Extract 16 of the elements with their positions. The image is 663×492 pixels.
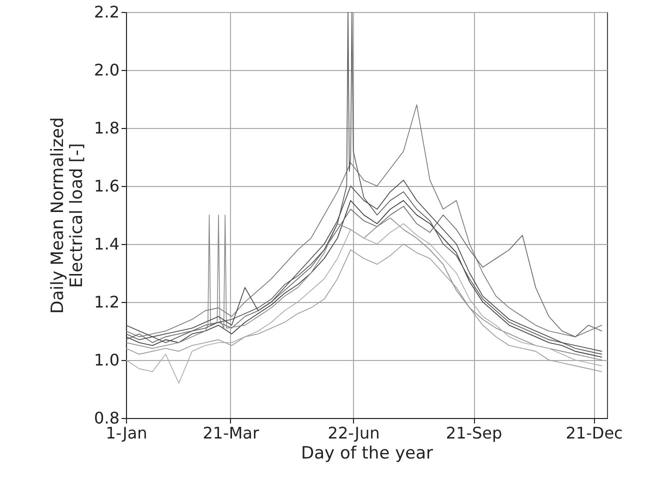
y-tick-label: 1.2 <box>94 292 120 312</box>
x-tick-label: 22-Jun <box>328 424 380 442</box>
y-tick-label: 1.0 <box>94 350 120 370</box>
y-tick-label: 2.0 <box>94 60 120 80</box>
y-tick-label: 2.2 <box>94 2 120 22</box>
y-tick-label: 1.6 <box>94 176 120 196</box>
y-tick-label: 1.8 <box>94 118 120 138</box>
y-tick-label: 1.4 <box>94 234 120 254</box>
line-series <box>126 104 602 338</box>
x-axis-title: Day of the year <box>301 444 433 464</box>
x-tick-label: 21-Sep <box>446 424 502 442</box>
x-tick-label: 21-Mar <box>202 424 260 442</box>
x-tick-label: 21-Dec <box>566 424 623 442</box>
line-series <box>126 244 602 372</box>
line-series <box>126 12 602 355</box>
y-axis-title: Daily Mean Normalized Electrical load [-] <box>48 117 88 314</box>
